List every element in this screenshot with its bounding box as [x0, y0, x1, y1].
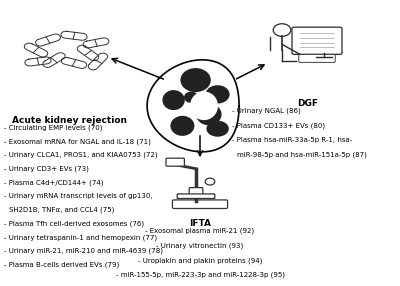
- FancyBboxPatch shape: [292, 27, 342, 54]
- Text: SH2D1B, TNFα, and CCL4 (75): SH2D1B, TNFα, and CCL4 (75): [9, 207, 114, 213]
- Text: - Urinary tetraspanin-1 and hemopexin (77): - Urinary tetraspanin-1 and hemopexin (7…: [4, 234, 157, 241]
- Polygon shape: [83, 38, 109, 48]
- Text: - miR-155-5p, miR-223-3p and miR-1228-3p (95): - miR-155-5p, miR-223-3p and miR-1228-3p…: [116, 272, 284, 279]
- FancyBboxPatch shape: [299, 54, 335, 62]
- Ellipse shape: [184, 92, 198, 103]
- Circle shape: [273, 24, 291, 36]
- Polygon shape: [43, 53, 65, 67]
- Text: DGF: DGF: [298, 99, 318, 108]
- Text: - Urinary vitronectin (93): - Urinary vitronectin (93): [156, 242, 244, 249]
- Text: - Plasma hsa-miR-33a-5p R-1, hsa-: - Plasma hsa-miR-33a-5p R-1, hsa-: [232, 137, 352, 143]
- Text: - Urinary CLCA1, PROS1, and KIAA0753 (72): - Urinary CLCA1, PROS1, and KIAA0753 (72…: [4, 152, 158, 158]
- Circle shape: [205, 178, 215, 185]
- Ellipse shape: [180, 68, 211, 92]
- FancyBboxPatch shape: [166, 158, 184, 166]
- Ellipse shape: [170, 116, 194, 136]
- Text: - Circulating EMP levels (70): - Circulating EMP levels (70): [4, 124, 102, 131]
- Ellipse shape: [196, 104, 222, 125]
- Polygon shape: [24, 43, 48, 57]
- Polygon shape: [36, 34, 60, 46]
- Text: - Urinary mRNA transcript levels of gp130,: - Urinary mRNA transcript levels of gp13…: [4, 193, 153, 199]
- Polygon shape: [77, 45, 99, 61]
- FancyBboxPatch shape: [172, 200, 228, 208]
- Text: - Exosomal plasma miR-21 (92): - Exosomal plasma miR-21 (92): [146, 227, 254, 234]
- Ellipse shape: [190, 92, 218, 120]
- Ellipse shape: [162, 90, 185, 110]
- FancyBboxPatch shape: [177, 194, 215, 198]
- Text: - Plasma B-cells derived EVs (79): - Plasma B-cells derived EVs (79): [4, 262, 119, 268]
- Text: - Urinary CD3+ EVs (73): - Urinary CD3+ EVs (73): [4, 166, 89, 172]
- Ellipse shape: [206, 85, 230, 104]
- Text: - Urinary miR-21, miR-210 and miR-4639 (78): - Urinary miR-21, miR-210 and miR-4639 (…: [4, 248, 163, 255]
- Polygon shape: [88, 53, 108, 70]
- Text: IFTA: IFTA: [189, 219, 211, 228]
- Ellipse shape: [206, 121, 229, 137]
- Text: - Exosomal mRNA for NGAL and IL-18 (71): - Exosomal mRNA for NGAL and IL-18 (71): [4, 138, 151, 145]
- FancyBboxPatch shape: [189, 188, 203, 195]
- Text: - Urinary NGAL (86): - Urinary NGAL (86): [232, 107, 301, 114]
- Text: Acute kidney rejection: Acute kidney rejection: [12, 116, 128, 125]
- Text: miR-98-5p and hsa-miR-151a-5p (87): miR-98-5p and hsa-miR-151a-5p (87): [237, 152, 367, 158]
- Polygon shape: [25, 57, 51, 66]
- Text: - Plasma CD133+ EVs (80): - Plasma CD133+ EVs (80): [232, 122, 325, 129]
- Polygon shape: [147, 60, 239, 152]
- Polygon shape: [61, 31, 87, 40]
- Polygon shape: [61, 57, 87, 68]
- Text: - Plasma Tfh cell-derived exosomes (76): - Plasma Tfh cell-derived exosomes (76): [4, 221, 144, 227]
- Text: - Plasma C4d+/CD144+ (74): - Plasma C4d+/CD144+ (74): [4, 179, 104, 186]
- Text: - Uroplakin and plakin proteins (94): - Uroplakin and plakin proteins (94): [138, 257, 262, 264]
